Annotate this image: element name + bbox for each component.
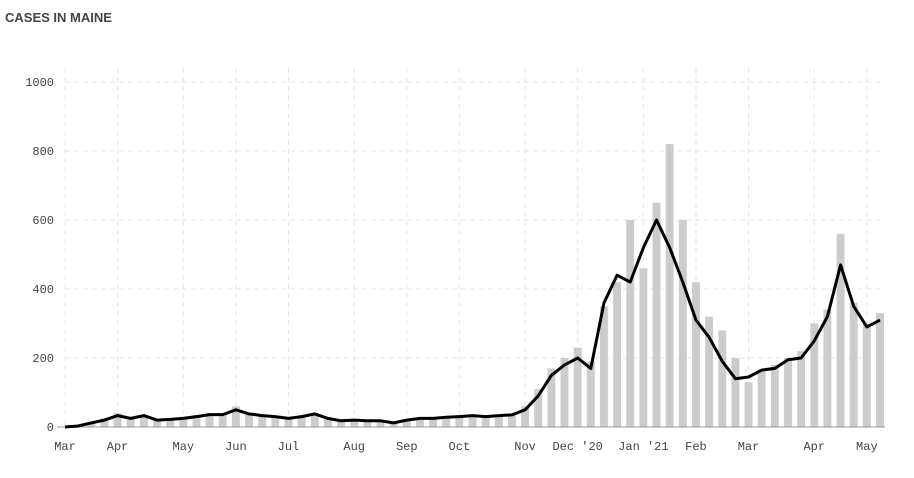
bar	[849, 302, 858, 427]
bar	[600, 306, 608, 427]
bar	[337, 420, 345, 427]
bar	[218, 413, 227, 427]
bar	[297, 415, 306, 427]
x-tick-label: Oct	[449, 440, 471, 454]
bar	[705, 316, 714, 427]
bar	[402, 419, 411, 427]
bar	[455, 414, 464, 427]
bar	[836, 233, 845, 427]
bar	[573, 347, 582, 427]
y-tick-label: 400	[32, 283, 54, 297]
x-tick-label: Apr	[107, 440, 129, 454]
x-tick-label: May	[856, 440, 878, 454]
y-tick-label: 600	[32, 214, 54, 228]
bar	[231, 406, 240, 427]
bar	[363, 420, 372, 427]
bar	[350, 419, 359, 427]
x-tick-label: Jun	[225, 440, 247, 454]
chart-title: CASES IN MAINE	[5, 10, 112, 25]
bar	[245, 413, 253, 427]
bar	[560, 358, 569, 427]
bar	[757, 371, 766, 427]
bar	[153, 419, 161, 427]
bar	[665, 144, 674, 427]
bar	[494, 414, 503, 427]
bar	[626, 220, 635, 427]
bar	[179, 416, 188, 427]
bar	[468, 414, 477, 427]
bar	[797, 351, 806, 427]
bar	[639, 268, 648, 427]
foreground: 0 200 400 600 800 1000 Mar Apr May Jun Jul Aug Sep Oc…	[25, 76, 885, 454]
x-tick-label: Feb	[685, 440, 707, 454]
bar	[310, 413, 319, 427]
bar	[547, 368, 556, 427]
bar	[271, 415, 280, 427]
bar	[481, 415, 490, 427]
x-tick-label: Jan '21	[618, 440, 668, 454]
bar	[126, 417, 135, 427]
bar	[784, 358, 792, 427]
x-tick-label: Sep	[396, 440, 418, 454]
x-tick-label: Nov	[514, 440, 536, 454]
y-tick-label: 0	[47, 421, 54, 435]
x-tick-label: Dec '20	[552, 440, 602, 454]
bars	[74, 144, 884, 427]
bar	[258, 414, 267, 427]
bar	[429, 417, 438, 427]
bar	[113, 413, 122, 427]
bar	[586, 361, 595, 427]
bar	[100, 418, 109, 427]
bar	[613, 282, 622, 427]
bar	[205, 413, 214, 427]
bar	[323, 417, 332, 427]
bar	[692, 282, 700, 427]
bar	[521, 406, 530, 427]
y-tick-label: 800	[32, 145, 54, 159]
bar	[876, 313, 884, 427]
bar	[139, 414, 148, 427]
bar	[810, 323, 819, 427]
bar	[166, 418, 175, 427]
bar	[744, 382, 753, 427]
bar	[652, 202, 661, 427]
bar	[731, 358, 740, 427]
x-tick-label: May	[173, 440, 195, 454]
bar	[284, 417, 293, 427]
bar	[507, 413, 516, 427]
x-tick-label: Jul	[278, 440, 300, 454]
y-tick-label: 200	[32, 352, 54, 366]
x-tick-label: Aug	[343, 440, 365, 454]
bar	[442, 416, 451, 427]
bar	[389, 421, 398, 427]
bar	[376, 420, 385, 427]
x-tick-label: Mar	[54, 440, 76, 454]
bar	[534, 389, 543, 427]
bar	[415, 417, 424, 427]
bar	[862, 323, 871, 427]
bar	[770, 364, 779, 427]
average-line	[64, 218, 881, 429]
x-tick-label: Mar	[738, 440, 760, 454]
bar	[192, 414, 201, 427]
x-tick-label: Apr	[803, 440, 825, 454]
bar	[678, 220, 687, 427]
bar	[823, 309, 832, 427]
y-tick-label: 1000	[25, 76, 54, 90]
bar	[718, 330, 727, 427]
